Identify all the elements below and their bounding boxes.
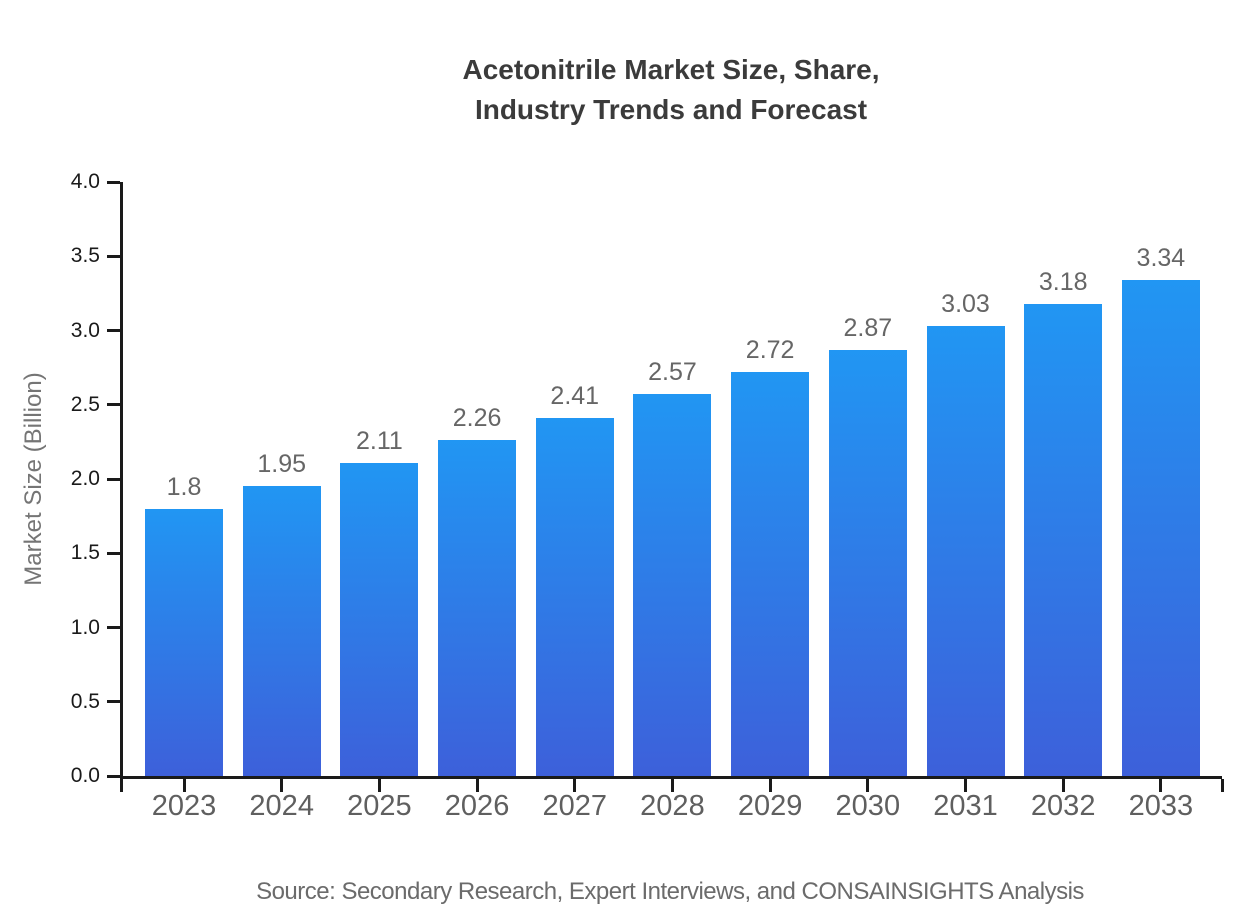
bar-group: 2.72 2029 xyxy=(731,182,810,822)
x-axis-tick xyxy=(1061,779,1065,792)
y-axis-tick xyxy=(107,700,120,704)
y-axis-tick-label: 1.0 xyxy=(70,615,100,639)
bar: 2.72 xyxy=(731,336,810,776)
bar: 2.11 xyxy=(340,427,419,776)
source-note: Source: Secondary Research, Expert Inter… xyxy=(256,878,1084,905)
y-axis-tick xyxy=(107,774,120,778)
x-axis-tick xyxy=(670,779,674,792)
y-axis-tick xyxy=(107,180,120,184)
chart-title-line2: Industry Trends and Forecast xyxy=(474,94,868,125)
bar-value-label: 1.8 xyxy=(166,472,202,501)
x-axis-tick-label: 2024 xyxy=(249,790,314,822)
bar-series: 1.8 2023 1.95 2024 2.11 2025 2.26 2026 2.41 2027 2… xyxy=(123,182,1222,822)
x-axis-tick-label: 2027 xyxy=(542,790,608,822)
y-axis-title: Market Size (Billion) xyxy=(20,372,47,586)
y-axis-tick-label: 1.5 xyxy=(70,541,100,565)
bar-value-label: 2.11 xyxy=(355,426,403,455)
x-axis-start-tick xyxy=(120,776,123,792)
bar: 3.18 xyxy=(1024,268,1103,776)
bar: 3.34 xyxy=(1121,244,1200,776)
x-axis-tick-label: 2032 xyxy=(1030,790,1096,822)
bar-value-label: 2.57 xyxy=(648,358,697,387)
bar: 2.57 xyxy=(633,358,712,776)
plot-area: 0.0 0.5 1.0 1.5 2.0 2.5 3.0 3.5 4.0 1.8 2023 1.95 2… xyxy=(71,170,1224,822)
x-axis-tick-label: 2033 xyxy=(1128,790,1194,822)
x-axis-end-tick xyxy=(1220,779,1224,792)
y-axis-tick-label: 4.0 xyxy=(70,170,100,193)
x-axis-tick xyxy=(280,779,284,792)
bar-group: 3.34 2033 xyxy=(1121,182,1200,822)
bar: 1.95 xyxy=(242,450,321,776)
bar-group: 3.18 2032 xyxy=(1024,182,1103,822)
y-axis-tick-label: 0.0 xyxy=(70,764,100,787)
y-axis-tick xyxy=(107,551,120,555)
y-axis-tick-label: 3.5 xyxy=(70,244,100,268)
bar: 2.26 xyxy=(438,404,517,776)
y-axis-tick xyxy=(107,626,120,629)
bar-group: 2.11 2025 xyxy=(340,182,419,822)
bar-value-label: 3.03 xyxy=(941,290,990,319)
x-axis-tick-label: 2023 xyxy=(151,790,217,822)
bar-group: 2.57 2028 xyxy=(633,182,712,822)
y-axis-tick xyxy=(107,477,120,481)
y-axis-tick-label: 2.5 xyxy=(70,392,100,416)
bar-group: 1.8 2023 xyxy=(145,182,223,822)
x-axis-tick-label: 2031 xyxy=(933,790,998,822)
x-axis-tick-label: 2026 xyxy=(444,790,510,822)
x-axis-tick xyxy=(573,779,577,792)
y-axis-tick xyxy=(107,329,120,332)
bar-group: 1.95 2024 xyxy=(242,182,321,822)
y-axis-tick-label: 0.5 xyxy=(70,689,100,713)
x-axis-tick-label: 2025 xyxy=(347,790,412,822)
bar: 2.41 xyxy=(535,382,614,776)
y-axis-tick-label: 3.0 xyxy=(70,318,100,342)
x-axis-tick-label: 2028 xyxy=(640,790,705,822)
bar-value-label: 2.26 xyxy=(452,404,502,433)
bar: 2.87 xyxy=(828,314,907,776)
x-axis-tick-label: 2030 xyxy=(835,790,901,822)
y-axis-tick xyxy=(107,403,120,407)
y-axis-tick xyxy=(107,254,120,258)
bar-group: 2.41 2027 xyxy=(535,182,614,822)
bar: 3.03 xyxy=(926,290,1005,776)
bar: 1.8 xyxy=(145,473,223,776)
bar-value-label: 2.41 xyxy=(550,382,600,411)
x-axis-tick xyxy=(768,779,772,792)
y-axis-tick-label: 2.0 xyxy=(70,467,100,490)
chart-title-line1: Acetonitrile Market Size, Share, xyxy=(462,54,880,85)
bar-value-label: 2.87 xyxy=(843,313,893,342)
bar-group: 2.87 2030 xyxy=(828,182,907,822)
bar-value-label: 3.18 xyxy=(1038,267,1088,296)
bar-value-label: 2.72 xyxy=(745,336,795,365)
x-axis-tick xyxy=(182,779,186,792)
x-axis-tick xyxy=(1159,779,1163,792)
x-axis-tick xyxy=(377,779,381,792)
bar-group: 2.26 2026 xyxy=(438,182,517,822)
x-axis-tick-label: 2029 xyxy=(737,790,803,822)
x-axis-tick xyxy=(964,779,967,792)
x-axis-tick xyxy=(866,779,870,792)
bar-value-label: 1.95 xyxy=(257,450,307,479)
chart-title: Acetonitrile Market Size, Share, Industr… xyxy=(462,50,879,130)
bar-value-label: 3.34 xyxy=(1136,244,1186,273)
bar-group: 3.03 2031 xyxy=(926,182,1005,822)
x-axis-tick xyxy=(475,779,479,792)
